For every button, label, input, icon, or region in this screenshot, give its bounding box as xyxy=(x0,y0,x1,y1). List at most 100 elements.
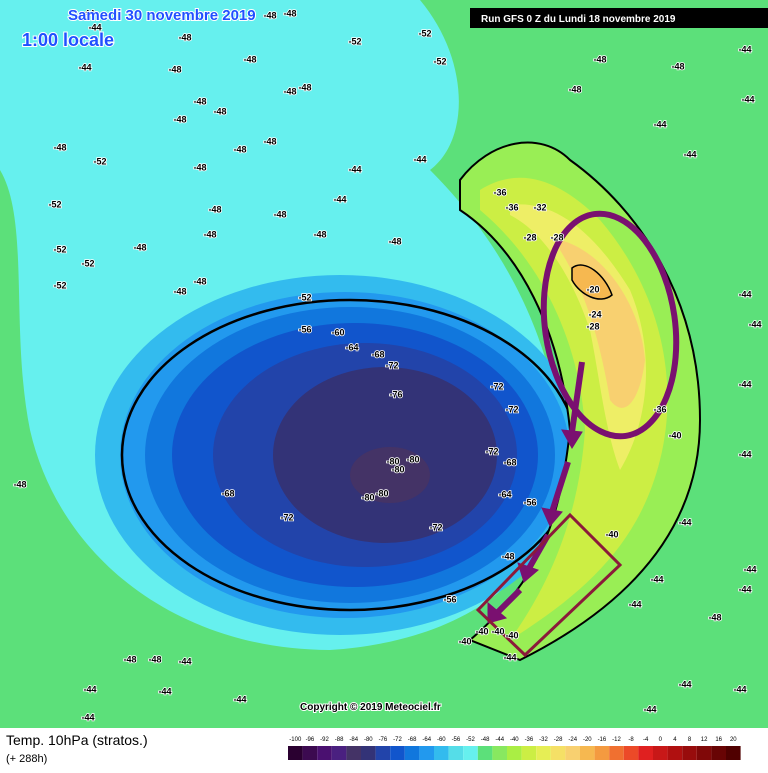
time: 1:00 locale xyxy=(22,30,114,50)
contour-label: -56 xyxy=(523,497,536,507)
colorbar-label: -84 xyxy=(349,737,358,743)
colorbar-label: -32 xyxy=(539,737,548,743)
contour-label: -40 xyxy=(505,630,518,640)
contour-label: -44 xyxy=(233,694,246,704)
contour-label: -72 xyxy=(429,522,442,532)
contour-label: -48 xyxy=(388,236,401,246)
colorbar-label: 0 xyxy=(659,737,663,743)
contour-label: -52 xyxy=(93,156,106,166)
contour-label: -68 xyxy=(221,488,234,498)
contour-label: -80 xyxy=(386,456,399,466)
contour-label: -48 xyxy=(168,64,181,74)
colorbar-swatch xyxy=(726,746,741,760)
contour-label: -44 xyxy=(88,22,101,32)
contour-label: -48 xyxy=(243,54,256,64)
contour-label: -44 xyxy=(348,164,361,174)
contour-label: -52 xyxy=(348,36,361,46)
colorbar-label: -20 xyxy=(583,737,592,743)
footer-lead: (+ 288h) xyxy=(6,753,47,765)
contour-label: -44 xyxy=(738,289,751,299)
annotations xyxy=(475,210,680,658)
warm-region xyxy=(459,141,702,662)
contour-label: -44 xyxy=(653,119,666,129)
contour-label: -44 xyxy=(333,194,346,204)
colorbar-swatch xyxy=(434,746,449,760)
contour-label: -44 xyxy=(650,574,663,584)
contour-label: -76 xyxy=(389,389,402,399)
colorbar-swatch xyxy=(667,746,683,760)
contour-label: -40 xyxy=(605,529,618,539)
contour-label: -44 xyxy=(743,564,756,574)
contour-label: -48 xyxy=(283,8,296,18)
contour-label: -28 xyxy=(550,232,563,242)
contour-label: -36 xyxy=(653,404,666,414)
highlight-ellipse xyxy=(540,210,680,440)
contour-label: -48 xyxy=(568,84,581,94)
colorbar-label: -92 xyxy=(320,737,329,743)
contour-label: -48 xyxy=(708,612,721,622)
colorbar-label: -52 xyxy=(466,737,475,743)
colorbar-swatch xyxy=(288,746,303,760)
band xyxy=(350,447,430,503)
colorbar-swatch xyxy=(653,746,668,760)
colorbar-swatch xyxy=(331,746,347,760)
contour-label: -48 xyxy=(53,142,66,152)
colorbar-swatch xyxy=(361,746,376,760)
colorbar-label: 16 xyxy=(715,737,722,743)
colorbar-label: -80 xyxy=(364,737,373,743)
contour-label: -48 xyxy=(13,479,26,489)
contour-label: -48 xyxy=(148,654,161,664)
footer-title: Temp. 10hPa (stratos.) xyxy=(6,732,148,748)
contour-label: -44 xyxy=(503,652,516,662)
colorbar-swatch xyxy=(580,746,595,760)
contour-label: -44 xyxy=(83,684,96,694)
colorbar-label: -48 xyxy=(481,737,490,743)
colorbar-swatch xyxy=(463,746,478,760)
colorbar-swatch xyxy=(317,746,332,760)
contour-label: -48 xyxy=(193,162,206,172)
colorbar-swatch xyxy=(536,746,551,760)
colorbar-label: -64 xyxy=(422,737,431,743)
colorbar-label: -100 xyxy=(289,737,302,743)
colorbar-label: -8 xyxy=(628,737,634,743)
contour-label: -68 xyxy=(503,457,516,467)
arrow xyxy=(569,361,585,433)
contour-label: -44 xyxy=(741,94,754,104)
contour-label: -48 xyxy=(263,136,276,146)
contour-label: -36 xyxy=(493,187,506,197)
contour-label: -20 xyxy=(586,284,599,294)
contour-label: -48 xyxy=(203,229,216,239)
contour-label: -52 xyxy=(81,258,94,268)
contour-label: -72 xyxy=(490,381,503,391)
contour-label: -48 xyxy=(208,204,221,214)
contour-label: -36 xyxy=(505,202,518,212)
contour-label: -48 xyxy=(283,86,296,96)
contour-label: -48 xyxy=(133,242,146,252)
contour-label: -80 xyxy=(375,488,388,498)
contour-label: -44 xyxy=(158,686,171,696)
colorbar-swatch xyxy=(404,746,420,760)
colorbar-swatch xyxy=(521,746,537,760)
colorbar-swatch xyxy=(448,746,464,760)
contour-label: -44 xyxy=(81,8,94,18)
contour-label: -68 xyxy=(371,349,384,359)
contour-label: -48 xyxy=(273,209,286,219)
contour-label: -44 xyxy=(628,599,641,609)
colorbar-label: 8 xyxy=(688,737,692,743)
arrow-head xyxy=(541,507,563,527)
colorbar-swatch xyxy=(711,746,726,760)
contour-label: -48 xyxy=(193,276,206,286)
highlight-box xyxy=(475,512,623,658)
colorbar-label: -24 xyxy=(568,737,577,743)
contour-label: -48 xyxy=(593,54,606,64)
contour-label: -60 xyxy=(331,327,344,337)
contour-label: -48 xyxy=(233,144,246,154)
contour-label: -48 xyxy=(501,551,514,561)
band xyxy=(571,264,613,300)
arrow-head xyxy=(487,601,508,624)
colorbar-swatch xyxy=(638,746,653,760)
colorbar-label: -28 xyxy=(554,737,563,743)
contour-label: -44 xyxy=(733,684,746,694)
colorbar-swatch xyxy=(623,746,639,760)
